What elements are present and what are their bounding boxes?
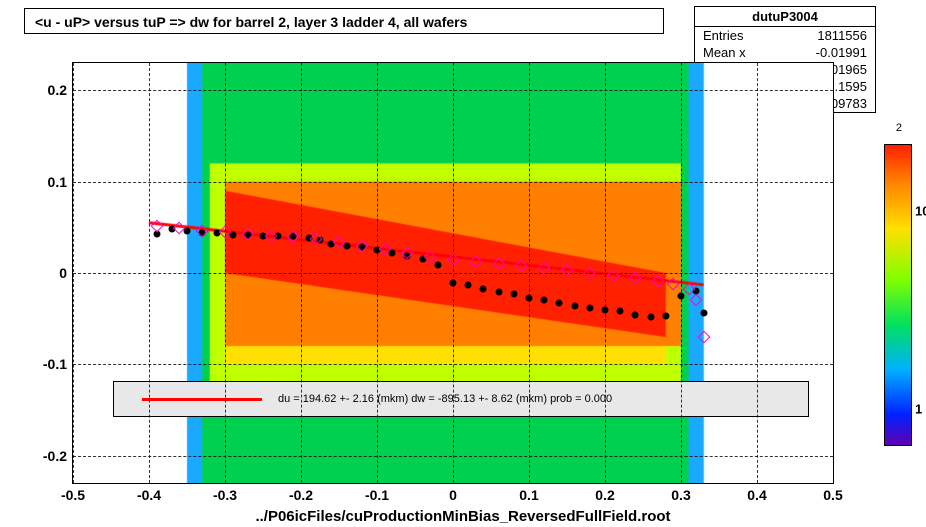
profile-point-black bbox=[586, 304, 593, 311]
stats-name: dutuP3004 bbox=[695, 7, 875, 27]
grid-line-v bbox=[453, 63, 454, 483]
profile-point-black bbox=[647, 313, 654, 320]
plot-title: <u - uP> versus tuP => dw for barrel 2, … bbox=[24, 8, 664, 34]
y-tick-label: -0.2 bbox=[17, 448, 73, 464]
profile-point-black bbox=[617, 308, 624, 315]
profile-point-black bbox=[571, 302, 578, 309]
x-tick-label: -0.1 bbox=[352, 483, 402, 503]
profile-point-black bbox=[541, 297, 548, 304]
x-tick-label: -0.3 bbox=[200, 483, 250, 503]
x-tick-label: 0 bbox=[428, 483, 478, 503]
z-axis-exponent: 2 bbox=[896, 122, 902, 134]
x-tick-label: 0.1 bbox=[504, 483, 554, 503]
x-tick-label: -0.4 bbox=[124, 483, 174, 503]
profile-point-black bbox=[556, 300, 563, 307]
y-tick-label: -0.1 bbox=[17, 356, 73, 372]
x-tick-label: -0.5 bbox=[48, 483, 98, 503]
profile-point-black bbox=[700, 310, 707, 317]
fit-legend-text: du = 194.62 +- 2.16 (mkm) dw = -895.13 +… bbox=[278, 393, 612, 405]
grid-line-v bbox=[605, 63, 606, 483]
y-tick-label: 0.2 bbox=[17, 82, 73, 98]
grid-line-v bbox=[377, 63, 378, 483]
y-tick-label: 0 bbox=[17, 265, 73, 281]
profile-point-black bbox=[495, 289, 502, 296]
x-tick-label: 0.2 bbox=[580, 483, 630, 503]
colorbar-label: 10 bbox=[911, 204, 926, 219]
footer-path: ../P06icFiles/cuProductionMinBias_Revers… bbox=[0, 508, 926, 525]
profile-point-black bbox=[662, 312, 669, 319]
y-tick-label: 0.1 bbox=[17, 174, 73, 190]
stats-row: Entries1811556 bbox=[695, 27, 875, 44]
stats-row: Mean x-0.01991 bbox=[695, 44, 875, 61]
x-tick-label: 0.5 bbox=[808, 483, 858, 503]
fit-line-sample bbox=[142, 398, 262, 401]
grid-line-v bbox=[301, 63, 302, 483]
profile-point-black bbox=[450, 280, 457, 287]
grid-line-v bbox=[681, 63, 682, 483]
grid-line-v bbox=[757, 63, 758, 483]
grid-line-v bbox=[149, 63, 150, 483]
fit-legend: du = 194.62 +- 2.16 (mkm) dw = -895.13 +… bbox=[113, 381, 809, 417]
profile-point-black bbox=[465, 281, 472, 288]
profile-point-black bbox=[434, 261, 441, 268]
plot-area: du = 194.62 +- 2.16 (mkm) dw = -895.13 +… bbox=[72, 62, 834, 484]
grid-line-v bbox=[833, 63, 834, 483]
profile-point-black bbox=[678, 292, 685, 299]
colorbar: 101 bbox=[884, 144, 912, 446]
profile-point-black bbox=[510, 291, 517, 298]
profile-point-black bbox=[480, 285, 487, 292]
grid-line-v bbox=[225, 63, 226, 483]
x-tick-label: 0.3 bbox=[656, 483, 706, 503]
x-tick-label: -0.2 bbox=[276, 483, 326, 503]
colorbar-label: 1 bbox=[911, 402, 922, 417]
profile-point-black bbox=[632, 312, 639, 319]
x-tick-label: 0.4 bbox=[732, 483, 782, 503]
profile-point-black bbox=[526, 294, 533, 301]
grid-line-v bbox=[73, 63, 74, 483]
grid-line-v bbox=[529, 63, 530, 483]
profile-point-black bbox=[602, 306, 609, 313]
